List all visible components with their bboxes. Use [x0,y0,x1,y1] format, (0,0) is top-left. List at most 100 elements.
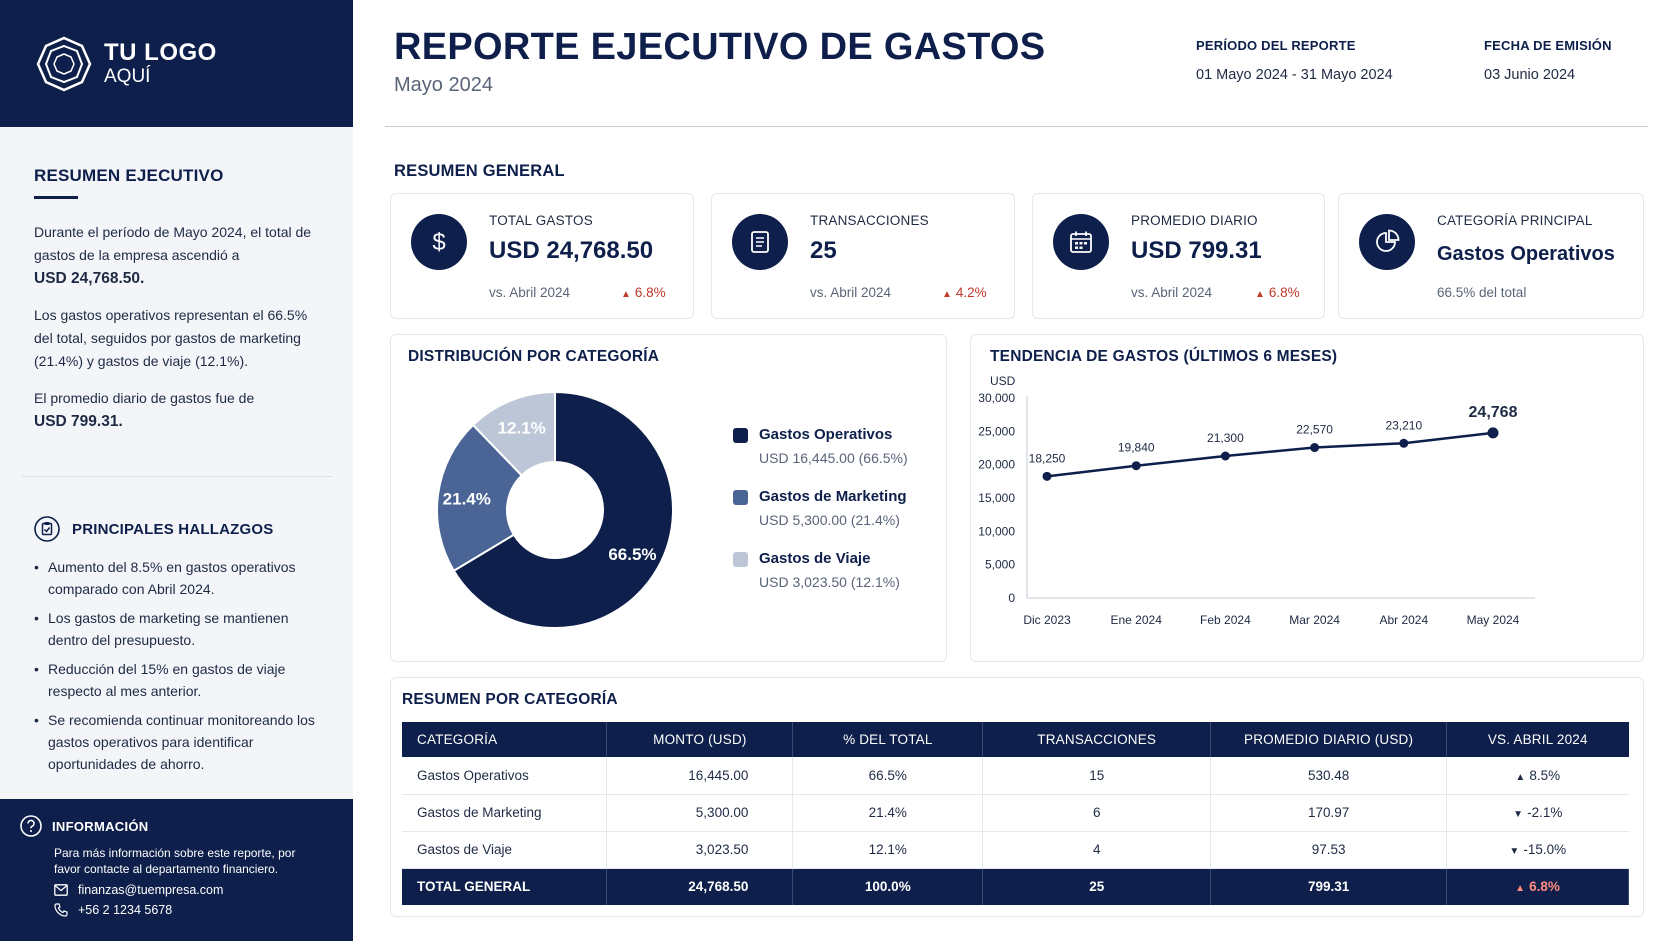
sidebar-divider [22,476,332,477]
table-heading: RESUMEN POR CATEGORÍA [402,691,618,708]
kpi-change-value: 6.8% [1268,285,1300,300]
kpi-note: 66.5% del total [1437,285,1527,300]
kpi-value: Gastos Operativos [1437,243,1615,265]
phone-text[interactable]: +56 2 1234 5678 [78,903,173,917]
y-tick-label: 5,000 [985,558,1015,572]
trend-panel [970,334,1644,662]
kpi-change: ▲ 6.8% [621,285,666,300]
issue-label: FECHA DE EMISIÓN [1484,38,1612,53]
cell-change-value: 8.5% [1529,767,1561,783]
page-title: REPORTE EJECUTIVO DE GASTOS [394,26,1046,68]
donut-slice [436,423,524,573]
column-header: % DEL TOTAL [792,722,984,757]
envelope-icon [54,884,68,896]
info-box: INFORMACIÓN Para más información sobre e… [0,799,353,941]
x-tick-label: May 2024 [1467,613,1520,627]
findings-list: Aumento del 8.5% en gastos operativos co… [34,556,324,782]
donut-slice-label: 66.5% [608,545,656,564]
findings-header: PRINCIPALES HALLAZGOS [34,516,273,542]
trend-heading: TENDENCIA DE GASTOS (ÚLTIMOS 6 MESES) [990,348,1338,365]
up-arrow-icon: ▲ [1255,289,1265,300]
summary-p3-bold: USD 799.31. [34,413,123,430]
summary-p1-bold: USD 24,768.50. [34,270,145,287]
legend-value: USD 3,023.50 (12.1%) [759,574,900,590]
data-label: 23,210 [1385,418,1422,432]
finding-item: Los gastos de marketing se mantienen den… [34,607,324,651]
kpi-label: CATEGORÍA PRINCIPAL [1437,213,1593,228]
column-header: TRANSACCIONES [982,722,1212,757]
question-circle-icon [20,815,42,837]
summary-paragraph-3: El promedio diario de gastos fue de USD … [34,387,324,433]
finding-item: Reducción del 15% en gastos de viaje res… [34,658,324,702]
cell-amount: 5,300.00 [606,794,794,832]
donut-chart: 66.5% 21.4% 12.1% [436,390,674,629]
logo-line-2: AQUÍ [104,66,151,88]
table-total-row: TOTAL GENERAL 24,768.50 100.0% 25 799.31… [402,868,1629,905]
kpi-label: PROMEDIO DIARIO [1131,213,1258,228]
up-arrow-icon: ▲ [1515,771,1526,783]
info-text: Para más información sobre este reporte,… [54,846,296,876]
cell-daily-average: 97.53 [1210,831,1448,869]
down-arrow-icon: ▼ [1513,809,1524,820]
dollar-icon: $ [411,214,467,270]
data-point [1042,471,1052,481]
cell-daily-average: 170.97 [1210,794,1448,832]
y-tick-label: 25,000 [978,424,1015,438]
report-period: PERÍODO DEL REPORTE 01 Mayo 2024 - 31 Ma… [1196,38,1393,83]
kpi-note: vs. Abril 2024 [810,285,892,300]
x-tick-label: Mar 2024 [1289,613,1340,627]
svg-text:$: $ [432,229,445,256]
legend-name: Gastos de Marketing [759,488,907,505]
line-chart: USD 0 5,000 10,000 15,000 20,000 25,000 30,000 1… [978,374,1535,627]
email-text[interactable]: finanzas@tuempresa.com [78,883,224,897]
period-value: 01 Mayo 2024 - 31 Mayo 2024 [1196,67,1393,83]
table-row: Gastos de Viaje 3,023.50 12.1% 4 97.53 ▼… [402,831,1629,869]
kpi-change-value: 4.2% [955,285,987,300]
data-label: 24,768 [1469,404,1518,421]
header-divider [385,126,1648,127]
cell-amount: 24,768.50 [606,868,794,905]
donut-slice [452,390,674,629]
finding-item: Aumento del 8.5% en gastos operativos co… [34,556,324,600]
data-point [1487,427,1499,439]
x-tick-label: Feb 2024 [1200,613,1251,627]
cell-change: ▲ 8.5% [1446,757,1629,795]
y-tick-label: 20,000 [978,458,1015,472]
donut-slice-label: 12.1% [498,418,546,437]
y-tick-label: 10,000 [978,524,1015,538]
kpi-label: TRANSACCIONES [810,213,929,228]
kpi-card-main-category: CATEGORÍA PRINCIPAL Gastos Operativos 66… [1338,193,1644,319]
page-subtitle: Mayo 2024 [394,74,493,96]
column-header: CATEGORÍA [402,722,608,757]
y-tick-label: 0 [1008,591,1015,605]
phone-contact[interactable]: +56 2 1234 5678 [54,903,333,917]
data-label: 19,840 [1118,441,1155,455]
legend-name: Gastos de Viaje [759,550,871,567]
legend-swatch [733,552,748,567]
kpi-card-daily-average: PROMEDIO DIARIO USD 799.31 vs. Abril 202… [1032,193,1325,319]
up-arrow-icon: ▲ [942,289,952,300]
data-point [1399,438,1409,448]
kpi-change: ▲ 6.8% [1255,285,1300,300]
executive-summary: RESUMEN EJECUTIVO Durante el período de … [34,166,324,447]
data-point [1220,451,1230,461]
data-label: 22,570 [1296,423,1333,437]
email-contact[interactable]: finanzas@tuempresa.com [54,883,333,897]
legend-value: USD 16,445.00 (66.5%) [759,450,908,466]
summary-paragraph-2: Los gastos operativos representan el 66.… [34,307,308,369]
overview-heading: RESUMEN GENERAL [394,162,565,180]
summary-p1-text: Durante el período de Mayo 2024, el tota… [34,224,312,263]
cell-transactions: 15 [982,757,1212,795]
cell-change: ▼ -15.0% [1446,831,1629,869]
table-header-row: CATEGORÍA MONTO (USD) % DEL TOTAL TRANSA… [402,722,1629,757]
kpi-value: USD 799.31 [1131,237,1262,264]
issue-value: 03 Junio 2024 [1484,67,1576,83]
kpi-card-transactions: TRANSACCIONES 25 vs. Abril 2024 ▲ 4.2% [711,193,1015,319]
finding-item: Se recomienda continuar monitoreando los… [34,709,324,775]
heading-underline [34,196,78,199]
legend-swatch [733,490,748,505]
info-title: INFORMACIÓN [52,818,149,834]
donut-slice-label: 21.4% [443,489,491,508]
summary-paragraph-1: Durante el período de Mayo 2024, el tota… [34,221,324,290]
kpi-note: vs. Abril 2024 [489,285,571,300]
